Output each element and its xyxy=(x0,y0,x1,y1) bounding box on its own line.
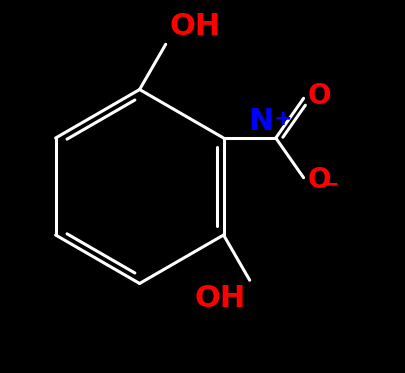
Text: O: O xyxy=(307,166,330,194)
Text: N: N xyxy=(248,107,273,136)
Text: −: − xyxy=(320,175,338,194)
Text: OH: OH xyxy=(169,12,220,41)
Text: O: O xyxy=(307,82,330,110)
Text: OH: OH xyxy=(194,284,245,313)
Text: +: + xyxy=(273,109,292,129)
